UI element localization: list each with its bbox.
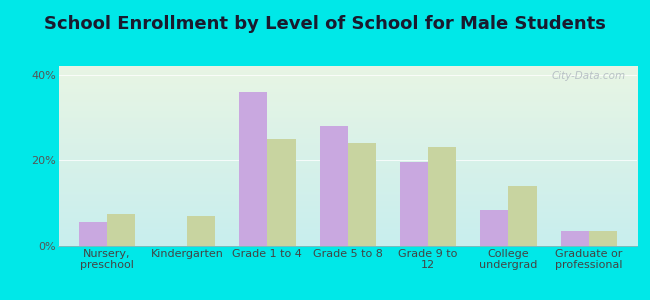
Bar xyxy=(428,147,456,246)
Bar xyxy=(79,222,107,246)
Bar xyxy=(508,186,536,246)
Bar xyxy=(187,216,215,246)
Text: City-Data.com: City-Data.com xyxy=(551,71,625,81)
Bar xyxy=(400,162,428,246)
Bar xyxy=(320,126,348,246)
Bar xyxy=(561,231,589,246)
Bar xyxy=(267,139,296,246)
Bar xyxy=(107,214,135,246)
Bar xyxy=(239,92,267,246)
Bar xyxy=(348,143,376,246)
Text: School Enrollment by Level of School for Male Students: School Enrollment by Level of School for… xyxy=(44,15,606,33)
Bar xyxy=(589,231,617,246)
Bar xyxy=(480,210,508,246)
